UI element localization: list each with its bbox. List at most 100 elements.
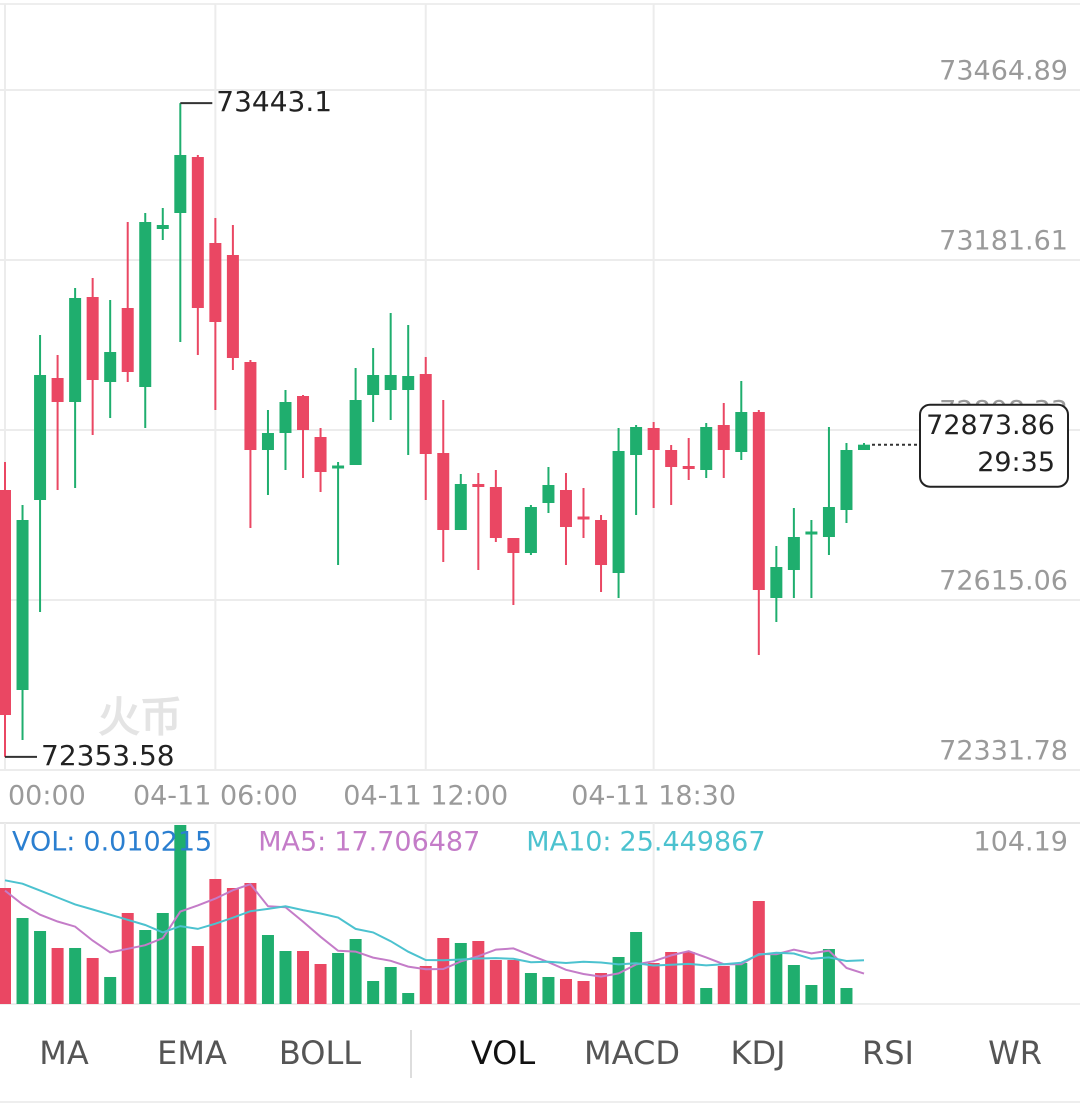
volume-bar <box>559 979 572 1004</box>
volume-bar <box>489 960 502 1004</box>
candle-body <box>121 308 134 373</box>
y-tick-label: 72331.78 <box>939 736 1068 767</box>
candle-body <box>577 516 590 520</box>
candle-body <box>34 375 47 501</box>
volume-bar <box>261 935 274 1004</box>
volume-bar <box>822 949 835 1004</box>
volume-bar <box>630 931 643 1004</box>
current-price: 72873.86 <box>926 410 1055 441</box>
volume-bar <box>595 973 608 1004</box>
max-label: 73443.1 <box>216 85 332 118</box>
tab[interactable]: EMA <box>157 1034 227 1072</box>
volume-bar <box>349 939 362 1004</box>
candle-body <box>665 450 678 468</box>
x-tick-label: 04-11 12:00 <box>343 781 508 812</box>
candle-body <box>472 484 485 488</box>
legend-value: 25.449867 <box>620 827 766 858</box>
candle-body <box>787 537 800 571</box>
volume-bar <box>191 945 204 1004</box>
candle-body <box>595 520 608 566</box>
tab[interactable]: MA <box>39 1034 89 1072</box>
candle-body <box>0 490 11 716</box>
volume-bar <box>840 988 853 1004</box>
legend-value: 0.010215 <box>83 827 212 858</box>
volume-bar <box>51 947 64 1004</box>
watermark: 火币 <box>98 693 182 742</box>
volume-bar <box>717 965 730 1004</box>
tab[interactable]: KDJ <box>730 1034 785 1072</box>
candle-body <box>805 531 818 535</box>
volume-bar <box>402 993 415 1004</box>
candle-body <box>822 507 835 538</box>
x-tick-label: 04-11 06:00 <box>133 781 298 812</box>
candle-body <box>209 242 222 322</box>
candle-body <box>612 451 625 574</box>
volume-bar <box>577 980 590 1004</box>
candle-body <box>104 352 117 383</box>
x-tick-label: 00:00 <box>8 781 86 812</box>
volume-bar <box>34 931 47 1004</box>
candle-body <box>384 375 397 391</box>
candle-body <box>717 425 730 451</box>
volume-bar <box>69 947 82 1004</box>
volume-bar <box>86 957 99 1004</box>
volume-bar <box>0 887 11 1004</box>
volume-bar <box>647 963 660 1004</box>
price-box <box>919 403 1069 488</box>
candle-body <box>226 255 239 359</box>
candle-body <box>700 427 713 471</box>
candle-body <box>489 487 502 539</box>
legend-name: MA5: <box>258 827 326 858</box>
x-tick-label: 04-11 18:30 <box>571 781 736 812</box>
candle-body <box>559 490 572 528</box>
candle-body <box>86 297 99 381</box>
candle-body <box>244 362 257 451</box>
volume-bar <box>332 952 345 1004</box>
candle-body <box>542 485 555 504</box>
volume-bar <box>367 980 380 1004</box>
candle-body <box>402 376 415 391</box>
volume-bar <box>437 937 450 1004</box>
tab[interactable]: WR <box>988 1034 1042 1072</box>
candle-body <box>261 433 274 451</box>
volume-bar <box>174 825 187 1004</box>
candle-body <box>279 402 292 434</box>
volume-bar <box>735 963 748 1004</box>
candle-body <box>770 567 783 599</box>
tab[interactable]: BOLL <box>279 1034 361 1072</box>
candle-body <box>752 412 765 591</box>
y-tick-label: 73181.61 <box>939 226 1068 257</box>
volume-bar <box>297 950 310 1004</box>
y-tick-label: 104.19 <box>974 827 1068 858</box>
candle-body <box>174 154 187 214</box>
candle-body <box>191 157 204 309</box>
volume-bar <box>384 966 397 1004</box>
volume-bar <box>507 960 520 1004</box>
candle-body <box>630 427 643 456</box>
candle-body <box>139 222 152 388</box>
y-tick-label: 72615.06 <box>939 565 1068 596</box>
countdown: 29:35 <box>977 447 1055 478</box>
volume-bar <box>542 976 555 1004</box>
tab[interactable]: MACD <box>584 1034 680 1072</box>
candle-body <box>297 396 310 431</box>
candle-body <box>840 450 853 511</box>
volume-bar <box>454 942 467 1004</box>
min-label: 72353.58 <box>41 739 175 772</box>
volume-bar <box>16 917 29 1004</box>
candle-body <box>16 520 29 691</box>
volume-bar <box>226 887 239 1004</box>
candle-body <box>735 412 748 453</box>
legend-value: 17.706487 <box>334 827 480 858</box>
candle-body <box>507 538 520 554</box>
tab[interactable]: RSI <box>862 1034 914 1072</box>
volume-bar <box>244 883 257 1004</box>
tab[interactable]: VOL <box>471 1034 536 1072</box>
volume-bar <box>524 973 537 1004</box>
candle-body <box>419 374 432 455</box>
candle-body <box>51 378 64 403</box>
candle-body <box>156 225 169 229</box>
volume-bar <box>314 964 327 1004</box>
candle-body <box>314 437 327 473</box>
